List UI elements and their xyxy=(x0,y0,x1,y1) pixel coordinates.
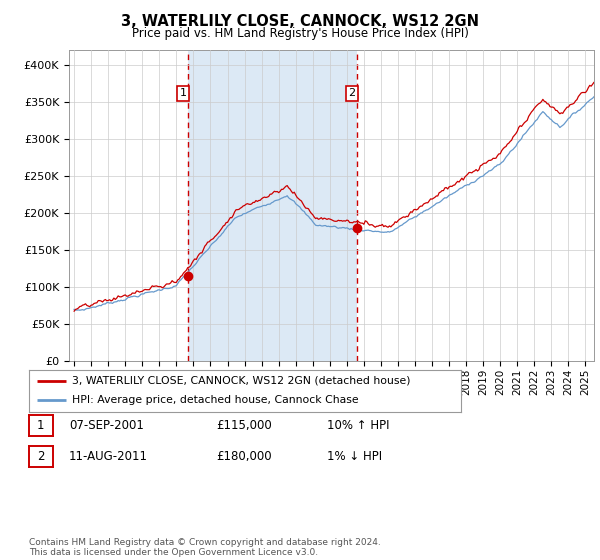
Text: 3, WATERLILY CLOSE, CANNOCK, WS12 2GN: 3, WATERLILY CLOSE, CANNOCK, WS12 2GN xyxy=(121,14,479,29)
Text: HPI: Average price, detached house, Cannock Chase: HPI: Average price, detached house, Cann… xyxy=(72,395,359,405)
Text: 11-AUG-2011: 11-AUG-2011 xyxy=(69,450,148,463)
Text: Price paid vs. HM Land Registry's House Price Index (HPI): Price paid vs. HM Land Registry's House … xyxy=(131,27,469,40)
Text: £180,000: £180,000 xyxy=(216,450,272,463)
Bar xyxy=(188,50,357,361)
Text: 3, WATERLILY CLOSE, CANNOCK, WS12 2GN (detached house): 3, WATERLILY CLOSE, CANNOCK, WS12 2GN (d… xyxy=(72,376,410,386)
Text: 1: 1 xyxy=(37,419,44,432)
Text: 1% ↓ HPI: 1% ↓ HPI xyxy=(327,450,382,463)
Text: 10% ↑ HPI: 10% ↑ HPI xyxy=(327,419,389,432)
Text: Contains HM Land Registry data © Crown copyright and database right 2024.
This d: Contains HM Land Registry data © Crown c… xyxy=(29,538,380,557)
Text: 07-SEP-2001: 07-SEP-2001 xyxy=(69,419,144,432)
Text: 1: 1 xyxy=(179,88,187,99)
Text: 2: 2 xyxy=(37,450,44,463)
Text: 2: 2 xyxy=(349,88,356,99)
Text: £115,000: £115,000 xyxy=(216,419,272,432)
